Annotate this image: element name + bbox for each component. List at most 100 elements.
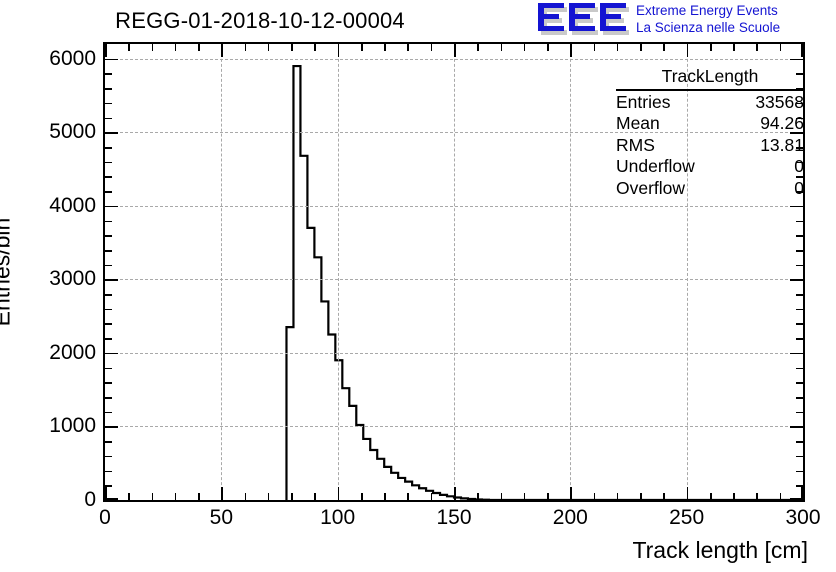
y-axis-minor-tick xyxy=(796,470,803,473)
x-axis-minor-tick xyxy=(244,493,247,500)
x-axis-minor-tick xyxy=(477,493,479,500)
x-axis-minor-tick xyxy=(384,493,386,500)
y-axis-minor-tick xyxy=(796,441,803,443)
x-axis-minor-tick xyxy=(407,44,410,51)
x-tick-label: 100 xyxy=(320,506,356,529)
y-tick-label: 5000 xyxy=(49,120,96,144)
x-axis-minor-tick xyxy=(477,44,479,51)
x-axis-major-tick xyxy=(337,487,340,500)
y-axis-major-tick xyxy=(105,58,118,61)
y-axis-major-tick xyxy=(105,132,118,134)
x-tick-label: 150 xyxy=(436,506,472,529)
stats-box: TrackLength Entries 33568 Mean 94.26 RMS 13.8… xyxy=(616,66,804,199)
y-axis-minor-tick xyxy=(105,367,112,370)
y-axis-minor-tick xyxy=(105,102,112,105)
stats-rows: Entries 33568 Mean 94.26 RMS 13.81 Underflow 0 O… xyxy=(616,92,804,200)
x-axis-minor-tick xyxy=(756,44,759,51)
x-axis-major-tick xyxy=(801,487,803,500)
x-axis-minor-tick xyxy=(547,493,549,500)
y-axis-minor-tick xyxy=(796,382,803,384)
gridline-vertical xyxy=(337,44,339,500)
eee-letter-1-icon xyxy=(538,3,567,35)
x-axis-minor-tick xyxy=(733,493,735,500)
x-axis-minor-tick xyxy=(244,44,247,51)
x-axis-minor-tick xyxy=(640,493,642,500)
stats-row: RMS 13.81 xyxy=(616,135,804,157)
x-axis-minor-tick xyxy=(198,44,200,51)
y-axis-major-tick xyxy=(790,426,803,429)
x-axis-minor-tick xyxy=(593,493,596,500)
x-axis-major-tick xyxy=(686,487,689,500)
stats-row-key: Underflow xyxy=(616,156,695,176)
stats-row-value: 0 xyxy=(794,156,804,176)
x-axis-minor-tick xyxy=(174,44,177,51)
x-tick-label: 250 xyxy=(669,506,705,529)
x-axis-major-tick xyxy=(454,44,456,57)
y-axis-major-tick xyxy=(105,426,118,429)
y-axis-minor-tick xyxy=(796,73,803,75)
x-axis-minor-tick xyxy=(709,493,712,500)
y-axis-minor-tick xyxy=(105,235,112,237)
x-axis-minor-tick xyxy=(430,493,433,500)
x-axis-minor-tick xyxy=(616,493,619,500)
eee-letter-3-icon xyxy=(600,3,629,35)
x-axis-minor-tick xyxy=(267,44,270,51)
y-axis-major-tick xyxy=(790,205,803,208)
y-axis-minor-tick xyxy=(796,294,803,296)
x-axis-minor-tick xyxy=(407,493,410,500)
x-axis-minor-tick xyxy=(709,44,712,51)
y-axis-major-tick xyxy=(105,352,118,355)
y-tick-label: 0 xyxy=(84,488,96,511)
x-axis-major-tick xyxy=(570,44,572,57)
plot-area xyxy=(105,44,803,500)
stats-row-key: Mean xyxy=(616,113,660,133)
x-axis-major-tick xyxy=(105,487,107,500)
x-axis-minor-tick xyxy=(756,493,759,500)
stats-row: Underflow 0 xyxy=(616,156,804,178)
y-axis-minor-tick xyxy=(105,323,112,326)
x-axis-minor-tick xyxy=(151,44,154,51)
y-axis-major-tick xyxy=(790,132,803,134)
stats-row-value: 13.81 xyxy=(760,134,804,155)
y-axis-minor-tick xyxy=(796,161,803,164)
x-axis-minor-tick xyxy=(523,44,526,51)
eee-logo-marks xyxy=(538,3,630,35)
y-axis-minor-tick xyxy=(796,264,803,267)
y-axis-minor-tick xyxy=(796,249,803,252)
y-axis-minor-tick xyxy=(105,294,112,296)
page-title: REGG-01-2018-10-12-00004 xyxy=(115,8,405,33)
x-tick-label: 300 xyxy=(785,506,821,529)
y-axis-minor-tick xyxy=(105,264,112,267)
eee-logo-line2: La Scienza nelle Scuole xyxy=(636,20,781,35)
y-axis-minor-tick xyxy=(796,338,803,340)
y-axis-minor-tick xyxy=(796,367,803,370)
y-axis-minor-tick xyxy=(796,308,803,311)
x-axis-minor-tick xyxy=(174,493,177,500)
y-tick-label: 3000 xyxy=(49,267,96,291)
x-axis-minor-tick xyxy=(360,493,363,500)
y-axis-minor-tick xyxy=(105,88,112,90)
y-tick-label: 2000 xyxy=(49,340,96,364)
histogram-curve xyxy=(285,64,803,500)
y-axis-major-tick xyxy=(105,205,118,208)
x-axis-minor-tick xyxy=(663,493,665,500)
y-tick-label: 4000 xyxy=(49,193,96,217)
x-axis-minor-tick xyxy=(314,493,316,500)
y-axis-minor-tick xyxy=(796,220,803,223)
y-axis-minor-tick xyxy=(796,235,803,237)
x-axis-major-tick xyxy=(337,44,340,57)
x-axis-minor-tick xyxy=(314,44,316,51)
stats-divider xyxy=(616,88,804,91)
y-axis-minor-tick xyxy=(105,308,112,311)
y-axis-major-tick xyxy=(105,498,118,500)
y-axis-minor-tick xyxy=(796,191,803,193)
x-axis-minor-tick xyxy=(500,44,503,51)
x-axis-minor-tick xyxy=(384,44,386,51)
stats-row-value: 33568 xyxy=(755,91,804,112)
stats-row-value: 94.26 xyxy=(760,113,804,133)
y-axis-minor-tick xyxy=(105,397,112,399)
y-axis-minor-tick xyxy=(796,455,803,458)
stats-row-value: 0 xyxy=(794,177,804,198)
x-axis-minor-tick xyxy=(593,44,596,51)
y-axis-minor-tick xyxy=(105,249,112,252)
